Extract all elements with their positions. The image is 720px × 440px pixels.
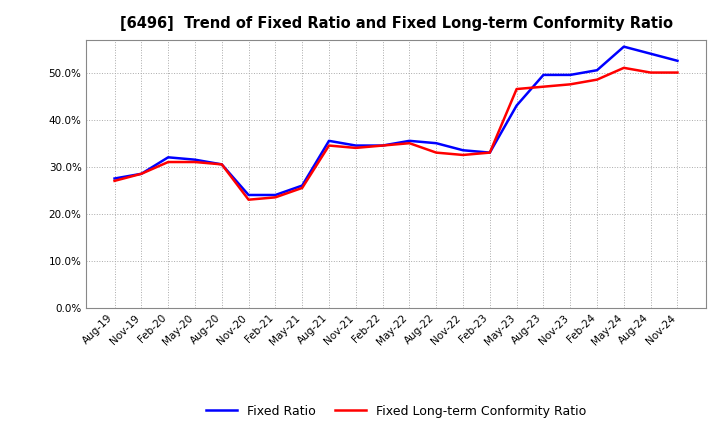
Fixed Long-term Conformity Ratio [351,145,360,150]
Fixed Ratio [271,192,279,198]
Fixed Ratio [485,150,494,155]
Fixed Ratio [378,143,387,148]
Legend: Fixed Ratio, Fixed Long-term Conformity Ratio: Fixed Ratio, Fixed Long-term Conformity … [201,400,591,423]
Fixed Ratio [325,138,333,143]
Fixed Long-term Conformity Ratio [325,143,333,148]
Fixed Long-term Conformity Ratio [110,178,119,183]
Fixed Ratio [191,157,199,162]
Fixed Ratio [432,140,441,146]
Fixed Long-term Conformity Ratio [164,159,173,165]
Fixed Long-term Conformity Ratio [191,159,199,165]
Fixed Ratio [405,138,414,143]
Line: Fixed Ratio: Fixed Ratio [114,47,678,195]
Fixed Long-term Conformity Ratio [432,150,441,155]
Fixed Long-term Conformity Ratio [244,197,253,202]
Fixed Ratio [593,68,601,73]
Fixed Ratio [164,155,173,160]
Fixed Long-term Conformity Ratio [673,70,682,75]
Fixed Long-term Conformity Ratio [566,82,575,87]
Fixed Long-term Conformity Ratio [619,65,628,70]
Fixed Long-term Conformity Ratio [459,152,467,158]
Fixed Long-term Conformity Ratio [298,185,307,191]
Fixed Ratio [351,143,360,148]
Fixed Long-term Conformity Ratio [485,150,494,155]
Fixed Ratio [566,72,575,77]
Line: Fixed Long-term Conformity Ratio: Fixed Long-term Conformity Ratio [114,68,678,200]
Fixed Long-term Conformity Ratio [593,77,601,82]
Fixed Long-term Conformity Ratio [513,86,521,92]
Fixed Ratio [459,147,467,153]
Fixed Long-term Conformity Ratio [217,162,226,167]
Fixed Long-term Conformity Ratio [378,143,387,148]
Fixed Long-term Conformity Ratio [405,140,414,146]
Fixed Long-term Conformity Ratio [539,84,548,89]
Fixed Ratio [110,176,119,181]
Fixed Ratio [673,58,682,63]
Fixed Ratio [539,72,548,77]
Fixed Ratio [217,162,226,167]
Title: [6496]  Trend of Fixed Ratio and Fixed Long-term Conformity Ratio: [6496] Trend of Fixed Ratio and Fixed Lo… [120,16,672,32]
Fixed Long-term Conformity Ratio [271,195,279,200]
Fixed Ratio [619,44,628,49]
Fixed Ratio [244,192,253,198]
Fixed Ratio [298,183,307,188]
Fixed Ratio [647,51,655,56]
Fixed Ratio [513,103,521,108]
Fixed Long-term Conformity Ratio [137,171,145,176]
Fixed Ratio [137,171,145,176]
Fixed Long-term Conformity Ratio [647,70,655,75]
